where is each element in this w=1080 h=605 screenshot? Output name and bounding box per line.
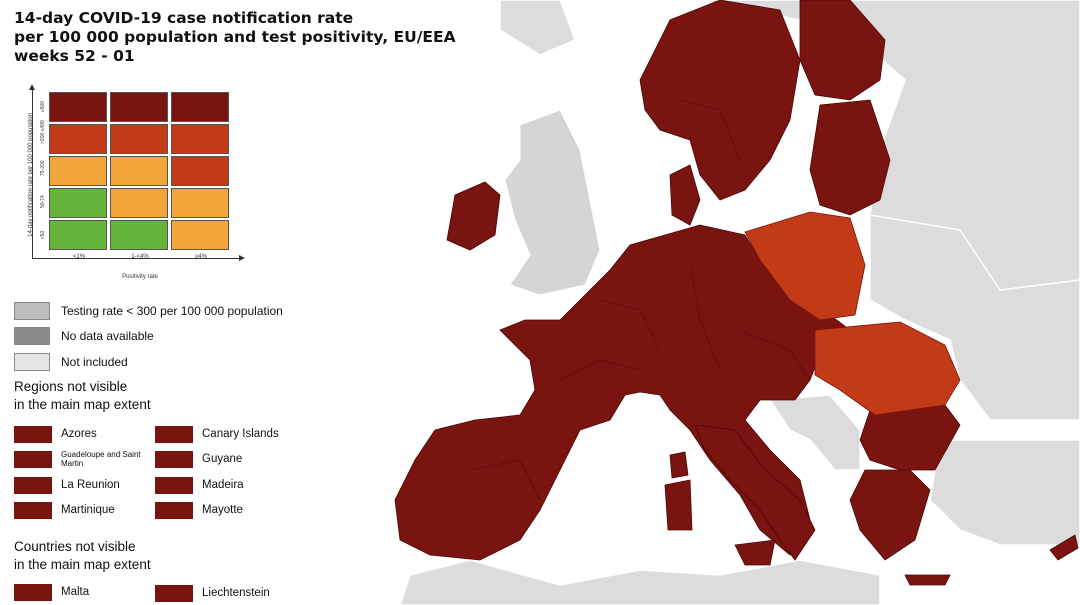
matrix-cell xyxy=(49,220,107,250)
regions-heading: Regions not visible in the main map exte… xyxy=(14,378,151,414)
matrix-x-tick: 1-<4% xyxy=(131,254,149,260)
legend-testing: Testing rate < 300 per 100 000 populatio… xyxy=(14,301,283,321)
matrix-y-tick: 75-200 xyxy=(40,160,46,176)
region-label: Guyane xyxy=(202,453,243,465)
region-label: La Reunion xyxy=(61,479,120,491)
region-swatch xyxy=(14,425,52,443)
region-swatch xyxy=(155,425,193,443)
region-swatch xyxy=(155,476,193,494)
matrix-cell xyxy=(110,156,168,186)
matrix-cell xyxy=(49,156,107,186)
legend-testing-label: Testing rate < 300 per 100 000 populatio… xyxy=(61,304,283,318)
legend-notincluded: Not included xyxy=(14,352,128,372)
country-label: Liechtenstein xyxy=(202,587,270,599)
region-label: Guadeloupe and Saint Martin xyxy=(61,450,141,468)
title-line-3: weeks 52 - 01 xyxy=(14,47,135,65)
regions-heading-line-2: in the main map extent xyxy=(14,397,151,412)
title-line-1: 14-day COVID-19 case notification rate xyxy=(14,9,354,27)
region-label: Mayotte xyxy=(202,504,243,516)
region-swatch xyxy=(14,476,52,494)
eu-red xyxy=(744,211,961,416)
matrix-cell xyxy=(110,188,168,218)
legend-notincluded-label: Not included xyxy=(61,355,128,369)
matrix-y-tick: >200 ≤499 xyxy=(40,120,46,144)
country-swatch xyxy=(155,584,193,602)
matrix-cell xyxy=(171,92,229,122)
country-item: Liechtenstein xyxy=(155,584,270,602)
matrix-x-tick: ≥4% xyxy=(195,254,207,260)
region-item: Guadeloupe and Saint Martin xyxy=(14,450,141,468)
matrix-y-label: 14-day notification rate per 100 000 pop… xyxy=(28,113,34,237)
region-item: Guyane xyxy=(155,450,242,468)
testing-swatch xyxy=(14,302,50,320)
country-item: Malta xyxy=(14,583,89,601)
matrix-cell xyxy=(110,92,168,122)
region-item: La Reunion xyxy=(14,476,120,494)
country-label: Malta xyxy=(61,586,90,598)
region-item: Martinique xyxy=(14,501,115,519)
matrix-cell xyxy=(110,124,168,154)
region-item: Canary Islands xyxy=(155,425,279,443)
matrix-x-label: Positivity rate xyxy=(122,274,158,280)
countries-heading: Countries not visible in the main map ex… xyxy=(14,538,151,574)
eu-darkred xyxy=(394,0,1079,586)
region-item: Mayotte xyxy=(155,501,243,519)
notincluded-swatch xyxy=(14,353,50,371)
region-swatch xyxy=(14,501,52,519)
countries-heading-line-2: in the main map extent xyxy=(14,557,151,572)
matrix-grid xyxy=(49,92,231,252)
matrix-y-tick: 50-74 xyxy=(40,195,46,208)
matrix-cell xyxy=(171,156,229,186)
x-axis-arrow xyxy=(239,255,245,261)
region-swatch xyxy=(155,450,193,468)
matrix-x-tick: <1% xyxy=(72,254,86,260)
uk-grey xyxy=(504,109,601,296)
y-axis-line xyxy=(32,88,33,258)
region-swatch xyxy=(155,501,193,519)
matrix-cell xyxy=(171,124,229,154)
countries-heading-line-1: Countries not visible xyxy=(14,539,136,554)
matrix-cell xyxy=(49,188,107,218)
x-axis-line xyxy=(32,258,240,259)
matrix-x-ticks: <1% 1-<4% ≥4% xyxy=(49,254,231,264)
matrix-cell xyxy=(171,220,229,250)
matrix-y-ticks: ≥500 >200 ≤499 75-200 50-74 <50 xyxy=(38,92,48,252)
region-label: Martinique xyxy=(61,504,115,516)
country-swatch xyxy=(14,583,52,601)
matrix-cell xyxy=(49,124,107,154)
legend-nodata: No data available xyxy=(14,326,154,346)
region-item: Madeira xyxy=(155,476,244,494)
legend-nodata-label: No data available xyxy=(61,329,154,343)
region-label: Canary Islands xyxy=(202,428,279,440)
matrix-cell xyxy=(110,220,168,250)
map-title: 14-day COVID-19 case notification rate p… xyxy=(14,9,456,66)
region-swatch xyxy=(14,450,52,468)
non-included-land xyxy=(399,0,1080,605)
region-label: Madeira xyxy=(202,479,244,491)
matrix-y-tick: <50 xyxy=(40,230,46,240)
nodata-swatch xyxy=(14,327,50,345)
matrix-cell xyxy=(49,92,107,122)
region-label: Azores xyxy=(61,428,97,440)
region-item: Azores xyxy=(14,425,97,443)
y-axis-arrow xyxy=(29,84,35,90)
region-borders xyxy=(469,99,811,501)
title-line-2: per 100 000 population and test positivi… xyxy=(14,28,456,46)
matrix-cell xyxy=(171,188,229,218)
matrix-y-tick: ≥500 xyxy=(40,100,46,112)
regions-heading-line-1: Regions not visible xyxy=(14,379,128,394)
color-matrix-legend: 14-day notification rate per 100 000 pop… xyxy=(14,84,245,284)
